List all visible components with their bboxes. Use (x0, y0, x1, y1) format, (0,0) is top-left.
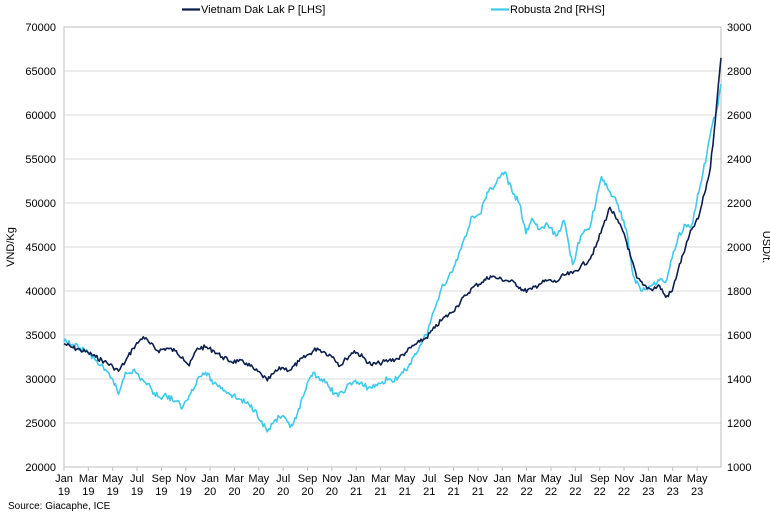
x-tick-year: 21 (423, 486, 435, 498)
x-tick-month: Nov (614, 473, 634, 485)
x-tick-month: Mar (371, 473, 390, 485)
x-tick-year: 22 (594, 486, 606, 498)
x-tick-month: May (248, 473, 269, 485)
series-lines (63, 57, 722, 433)
x-tick-month: Sep (152, 473, 172, 485)
left-tick-label: 60000 (25, 110, 56, 122)
left-y-axis-ticks: 20000 25000 30000 35000 40000 45000 50000 55000… (25, 22, 56, 474)
x-tick-year: 20 (253, 486, 265, 498)
x-tick-year: 19 (131, 486, 143, 498)
x-tick-year: 20 (301, 486, 313, 498)
series-line-robusta-2nd (63, 84, 722, 433)
series-line-vietnam-dak-lak (63, 57, 722, 382)
x-tick-year: 23 (691, 486, 703, 498)
plot-area (63, 26, 722, 468)
right-y-axis-ticks: 1000 1200 1400 1600 1800 2000 2200 2400 2600 2800… (727, 22, 751, 474)
x-tick-year: 21 (399, 486, 411, 498)
x-tick-year: 22 (496, 486, 508, 498)
legend: Vietnam Dak Lak P [LHS] Robusta 2nd [RHS… (182, 4, 605, 16)
x-tick-year: 21 (447, 486, 459, 498)
x-tick-month: Jan (55, 473, 73, 485)
x-tick-year: 23 (667, 486, 679, 498)
legend-label-robusta: Robusta 2nd [RHS] (510, 4, 605, 16)
x-tick-month: Jan (347, 473, 365, 485)
x-tick-month: Nov (176, 473, 196, 485)
x-tick-year: 20 (277, 486, 289, 498)
x-tick-year: 21 (374, 486, 386, 498)
right-tick-label: 2400 (727, 154, 751, 166)
x-tick-year: 23 (642, 486, 654, 498)
left-tick-label: 35000 (25, 330, 56, 342)
source-note: Source: Giacaphe, ICE (8, 501, 111, 512)
right-tick-label: 3000 (727, 22, 751, 34)
right-tick-label: 2800 (727, 66, 751, 78)
right-tick-label: 1800 (727, 286, 751, 298)
x-tick-month: Nov (468, 473, 488, 485)
x-tick-month: Jan (201, 473, 219, 485)
x-tick-month: Mar (517, 473, 536, 485)
x-tick-month: May (102, 473, 123, 485)
x-tick-month: Sep (590, 473, 610, 485)
left-tick-label: 20000 (25, 462, 56, 474)
x-tick-year: 20 (204, 486, 216, 498)
x-tick-month: Mar (79, 473, 98, 485)
x-tick-year: 19 (180, 486, 192, 498)
x-tick-year: 19 (107, 486, 119, 498)
x-tick-year: 21 (472, 486, 484, 498)
left-tick-label: 45000 (25, 242, 56, 254)
x-tick-month: Jan (640, 473, 658, 485)
x-tick-month: Jul (130, 473, 144, 485)
x-tick-year: 22 (618, 486, 630, 498)
left-tick-label: 40000 (25, 286, 56, 298)
left-tick-label: 30000 (25, 374, 56, 386)
x-tick-month: May (541, 473, 562, 485)
x-tick-month: Sep (298, 473, 318, 485)
right-tick-label: 2000 (727, 242, 751, 254)
x-tick-year: 19 (58, 486, 70, 498)
x-tick-year: 22 (521, 486, 533, 498)
left-tick-label: 50000 (25, 198, 56, 210)
right-tick-label: 1400 (727, 374, 751, 386)
x-tick-month: Mar (663, 473, 682, 485)
left-tick-label: 65000 (25, 66, 56, 78)
x-axis-ticks: Jan19Mar19May19Jul19Sep19Nov19Jan20Mar20… (55, 467, 708, 498)
right-tick-label: 2600 (727, 110, 751, 122)
x-tick-year: 19 (82, 486, 94, 498)
x-tick-year: 20 (228, 486, 240, 498)
legend-label-vietnam: Vietnam Dak Lak P [LHS] (201, 4, 325, 16)
right-axis-title: USD/t. (760, 231, 770, 263)
left-tick-label: 70000 (25, 22, 56, 34)
x-tick-month: Jul (422, 473, 436, 485)
x-tick-month: Mar (225, 473, 244, 485)
left-tick-label: 25000 (25, 418, 56, 430)
x-tick-year: 20 (326, 486, 338, 498)
left-axis-title: VND/Kg (5, 227, 17, 267)
x-tick-month: Jan (493, 473, 511, 485)
x-tick-month: May (395, 473, 416, 485)
x-tick-month: Sep (444, 473, 464, 485)
gridlines (64, 26, 721, 468)
right-tick-label: 1600 (727, 330, 751, 342)
x-tick-year: 22 (569, 486, 581, 498)
x-tick-year: 21 (350, 486, 362, 498)
left-tick-label: 55000 (25, 154, 56, 166)
x-tick-year: 19 (155, 486, 167, 498)
right-tick-label: 2200 (727, 198, 751, 210)
x-tick-month: Jul (568, 473, 582, 485)
right-tick-label: 1000 (727, 462, 751, 474)
right-tick-label: 1200 (727, 418, 751, 430)
x-tick-month: May (687, 473, 708, 485)
x-tick-year: 22 (545, 486, 557, 498)
x-tick-month: Jul (276, 473, 290, 485)
x-tick-month: Nov (322, 473, 342, 485)
